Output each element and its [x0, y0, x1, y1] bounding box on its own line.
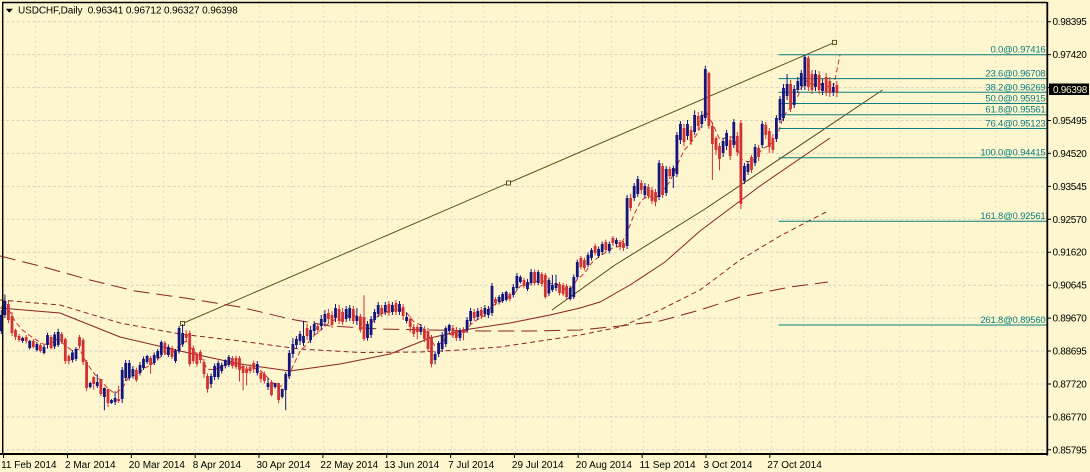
svg-text:0.93545: 0.93545: [1053, 182, 1088, 193]
svg-text:0.85795: 0.85795: [1053, 445, 1088, 456]
svg-text:0.96398: 0.96398: [1053, 85, 1088, 96]
svg-text:0.86770: 0.86770: [1053, 412, 1088, 423]
svg-text:0.89670: 0.89670: [1053, 314, 1088, 325]
svg-text:11 Feb 2014: 11 Feb 2014: [1, 460, 57, 471]
svg-text:23.6@0.96708: 23.6@0.96708: [985, 69, 1045, 80]
svg-text:61.8@0.95561: 61.8@0.95561: [985, 105, 1045, 116]
svg-text:0.91620: 0.91620: [1053, 248, 1088, 259]
svg-text:USDCHF,Daily 0.96341 0.96712: USDCHF,Daily 0.96341 0.96712 0.96327 0.9…: [18, 6, 238, 17]
svg-text:161.8@0.92561: 161.8@0.92561: [980, 211, 1045, 222]
svg-text:29 Jul 2014: 29 Jul 2014: [512, 460, 564, 471]
svg-text:22 May 2014: 22 May 2014: [320, 460, 378, 471]
svg-text:2 Mar 2014: 2 Mar 2014: [65, 460, 116, 471]
svg-text:0.87720: 0.87720: [1053, 380, 1088, 391]
svg-text:38.2@0.96269: 38.2@0.96269: [985, 82, 1045, 93]
svg-text:0.0@0.97416: 0.0@0.97416: [991, 45, 1046, 56]
svg-text:20 Aug 2014: 20 Aug 2014: [576, 460, 633, 471]
svg-text:0.92570: 0.92570: [1053, 215, 1088, 226]
svg-text:0.97420: 0.97420: [1053, 50, 1088, 61]
svg-text:13 Jun 2014: 13 Jun 2014: [384, 460, 439, 471]
svg-text:30 Apr 2014: 30 Apr 2014: [257, 460, 311, 471]
svg-text:50.0@0.95915: 50.0@0.95915: [985, 94, 1045, 105]
svg-text:20 Mar 2014: 20 Mar 2014: [129, 460, 186, 471]
svg-text:261.8@0.89560: 261.8@0.89560: [980, 315, 1045, 326]
svg-text:8 Apr 2014: 8 Apr 2014: [193, 460, 242, 471]
svg-text:0.95495: 0.95495: [1053, 116, 1088, 127]
svg-text:0.94520: 0.94520: [1053, 149, 1088, 160]
svg-text:11 Sep 2014: 11 Sep 2014: [640, 460, 696, 471]
svg-text:0.90645: 0.90645: [1053, 281, 1088, 292]
svg-text:0.98395: 0.98395: [1053, 17, 1088, 28]
svg-text:0.88695: 0.88695: [1053, 347, 1088, 358]
svg-text:27 Oct 2014: 27 Oct 2014: [767, 460, 822, 471]
svg-text:7 Jul 2014: 7 Jul 2014: [448, 460, 495, 471]
svg-text:76.4@0.95123: 76.4@0.95123: [985, 119, 1045, 130]
svg-text:100.0@0.94415: 100.0@0.94415: [980, 148, 1045, 159]
svg-text:3 Oct 2014: 3 Oct 2014: [704, 460, 753, 471]
